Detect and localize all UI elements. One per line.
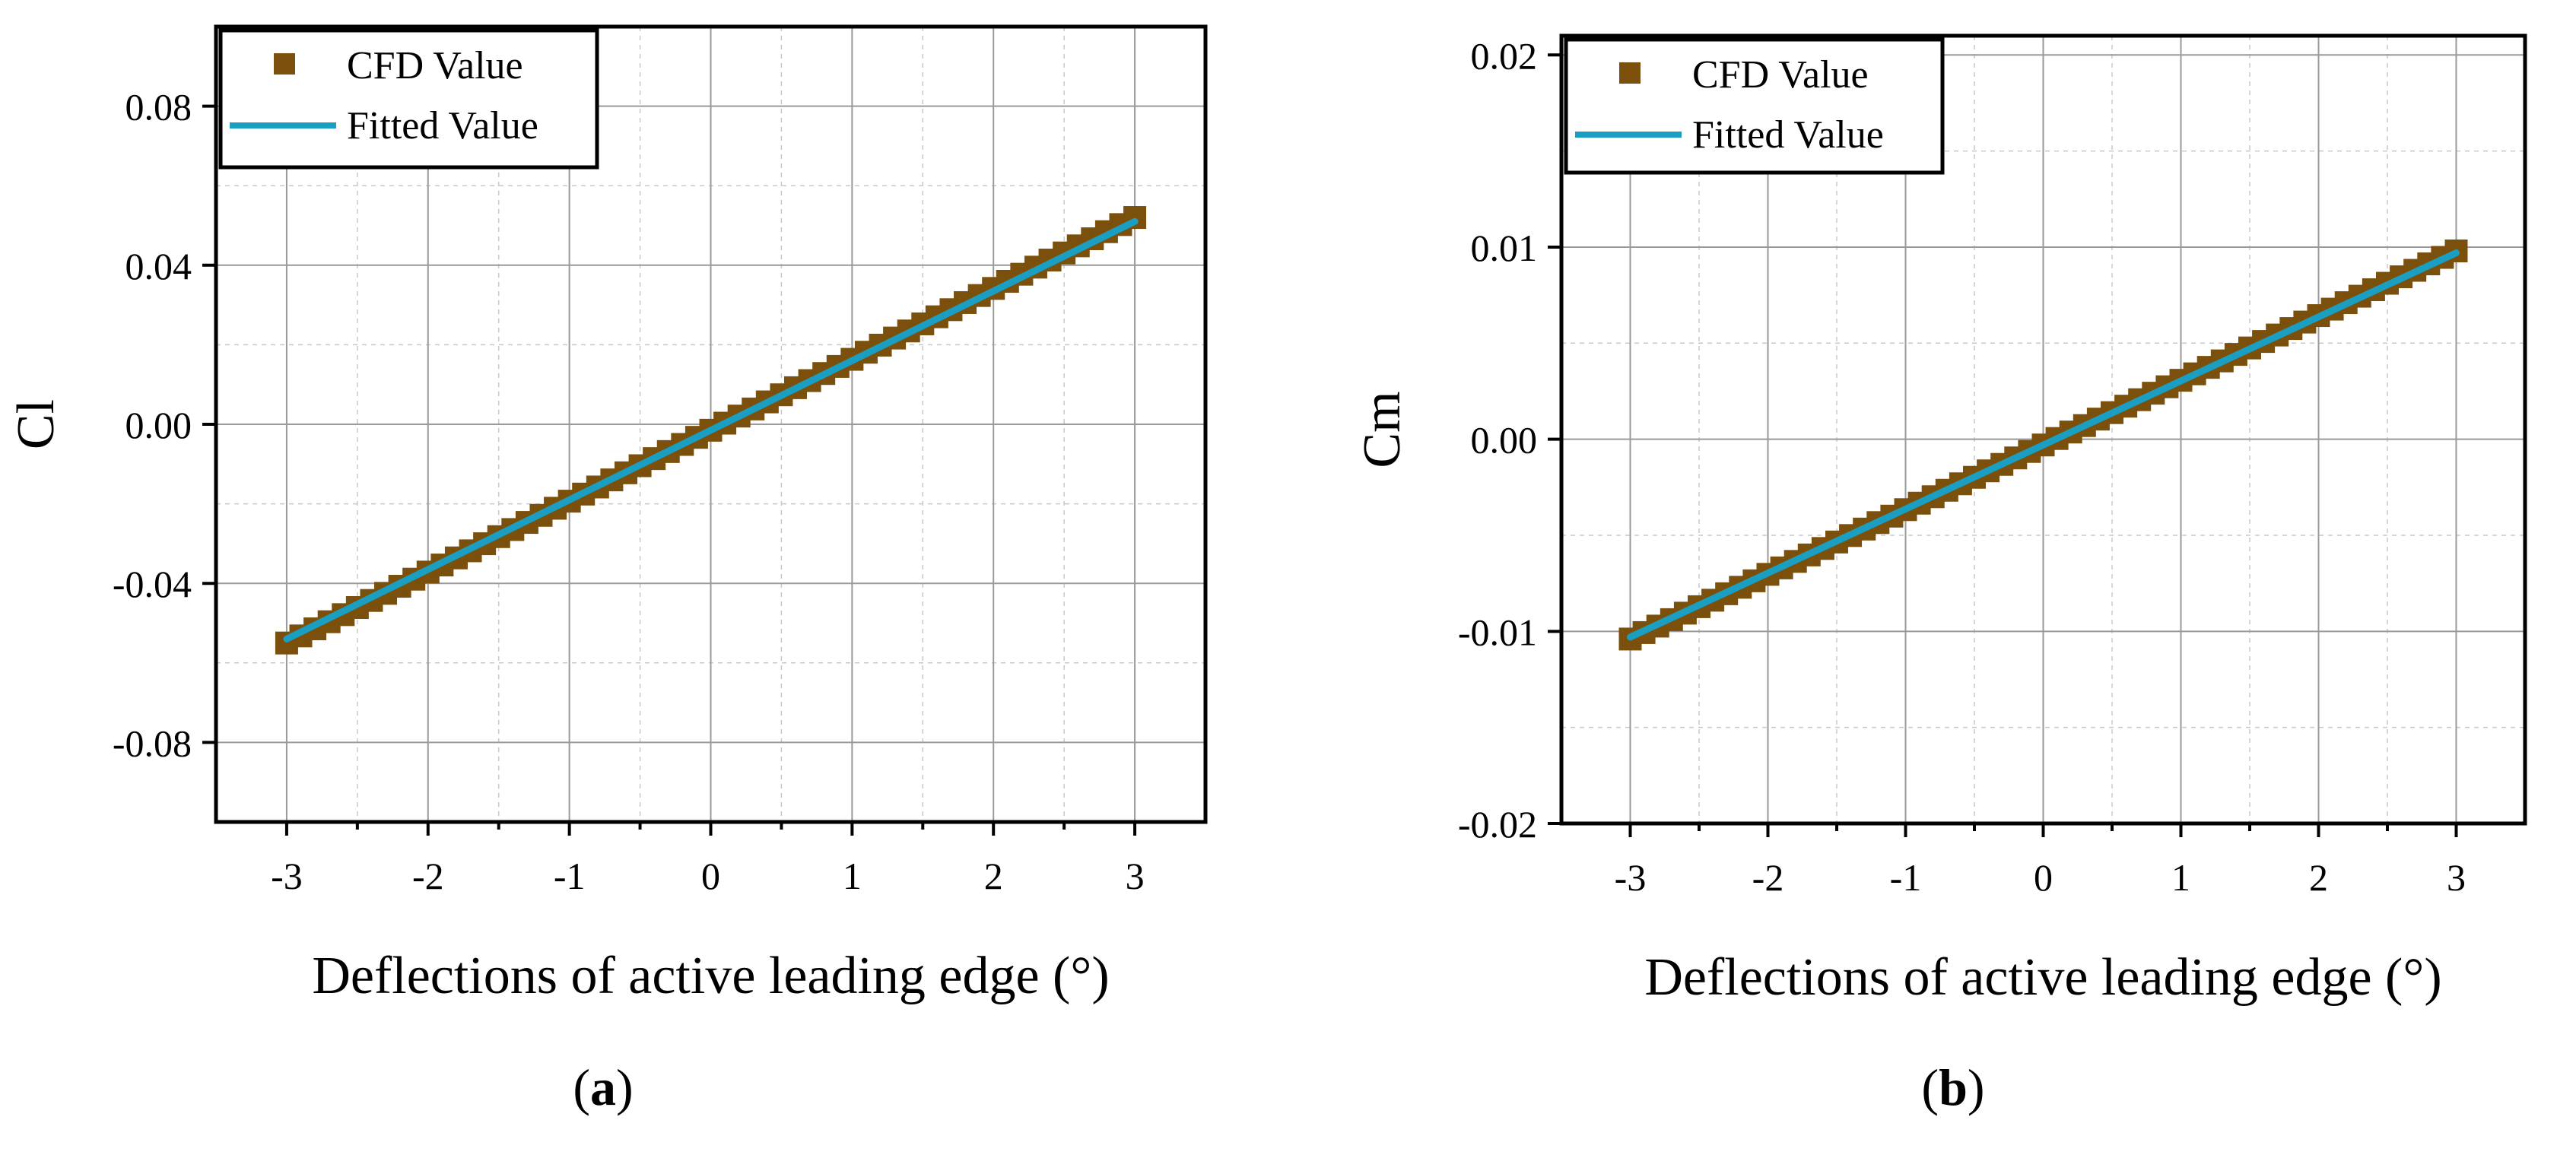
y-tick-label: 0.01 [1471, 227, 1538, 269]
chart-panel-b: -3 -2 -1 0 1 2 3 -0.02 -0.01 0.00 0.01 0.02 CFD Valu… [1353, 33, 2527, 1116]
y-tick-label: -0.04 [113, 563, 192, 605]
x-tick-label: 3 [2447, 856, 2466, 899]
caption-close: ) [1968, 1058, 1985, 1116]
y-tick-label: 0.00 [125, 404, 192, 446]
x-tick-label: 3 [1126, 855, 1145, 897]
x-tick-label: 2 [2309, 856, 2328, 899]
caption-close: ) [616, 1058, 634, 1116]
x-axis-title: Deflections of active leading edge (°) [312, 947, 1109, 1005]
legend-label-fitted: Fitted Value [347, 104, 538, 148]
legend-marker-cfd [1619, 62, 1641, 84]
fitted-value-line [283, 217, 1139, 643]
plot-frame [1559, 33, 2527, 826]
x-tick-label: 2 [984, 855, 1003, 897]
chart-panel-a: -3 -2 -1 0 1 2 3 -0.08 -0.04 0.00 0.04 0.08 CFD Valu… [7, 24, 1208, 1116]
x-tick-label: 1 [843, 855, 862, 897]
y-tick-label: -0.01 [1458, 611, 1537, 653]
y-tick-label: 0.08 [125, 86, 192, 129]
caption-letter: b [1939, 1058, 1968, 1116]
legend: CFD Value Fitted Value [218, 28, 599, 170]
x-tick-label: -2 [1752, 856, 1784, 899]
y-tick-label: -0.08 [113, 722, 192, 764]
panel-caption: (a) [573, 1058, 633, 1116]
x-tick-label: -3 [1615, 856, 1647, 899]
panel-caption: (b) [1921, 1058, 1984, 1116]
y-tick-label: 0.02 [1471, 34, 1538, 77]
x-tick-label: -1 [1890, 856, 1922, 899]
caption-open: ( [573, 1058, 590, 1116]
y-tick-label: 0.00 [1471, 419, 1538, 462]
legend: CFD Value Fitted Value [1564, 37, 1945, 175]
legend-box [1564, 37, 1945, 175]
legend-label-fitted: Fitted Value [1692, 113, 1884, 157]
x-tick-label: 0 [701, 855, 720, 897]
y-tick-label: 0.04 [125, 245, 192, 287]
x-axis-title: Deflections of active leading edge (°) [1644, 948, 2441, 1007]
legend-label-cfd: CFD Value [347, 44, 523, 87]
legend-label-cfd: CFD Value [1692, 53, 1869, 97]
x-tick-label: -1 [554, 855, 586, 897]
fitted-value-line [1627, 249, 2460, 641]
caption-letter: a [590, 1058, 616, 1116]
x-tick-label: 1 [2171, 856, 2190, 899]
x-tick-label: 0 [2034, 856, 2053, 899]
x-tick-label: -3 [271, 855, 303, 897]
legend-marker-cfd [274, 53, 295, 75]
x-tick-label: -2 [412, 855, 444, 897]
y-axis-title: Cl [7, 399, 65, 449]
plot-frame [214, 24, 1208, 824]
y-axis-title: Cm [1353, 391, 1412, 468]
y-tick-label: -0.02 [1458, 803, 1537, 846]
caption-open: ( [1921, 1058, 1939, 1116]
